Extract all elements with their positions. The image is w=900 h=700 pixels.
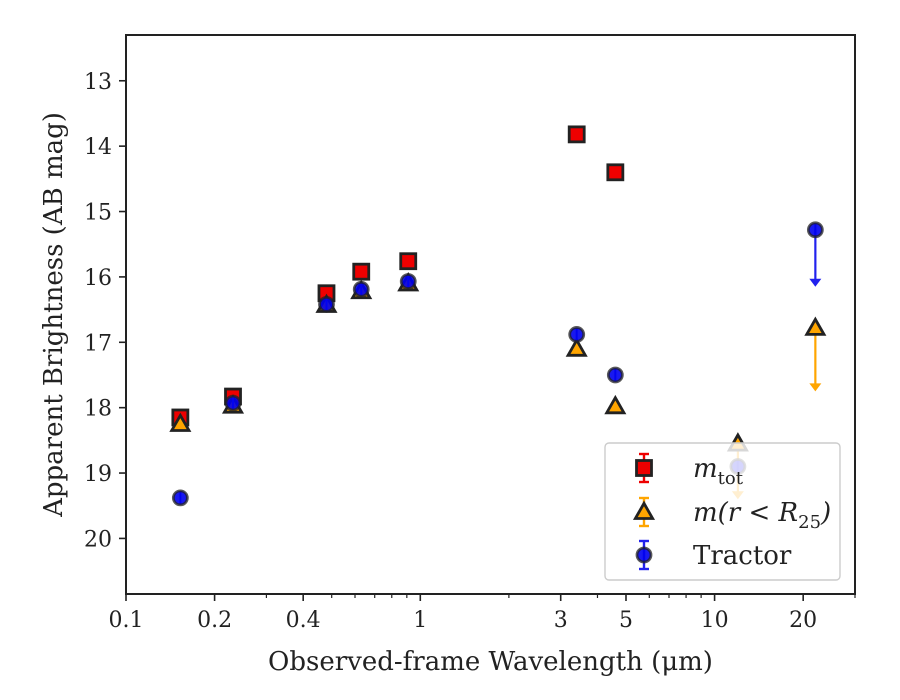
- y-tick-label: 18: [84, 397, 112, 422]
- legend-marker: [635, 546, 653, 564]
- data-point: [606, 366, 624, 384]
- y-tick-label: 14: [84, 135, 112, 160]
- data-point: [169, 412, 192, 432]
- series-m-tot: [171, 125, 625, 427]
- data-point: [604, 394, 627, 415]
- data-point: [568, 326, 586, 343]
- upper-limit-arrow-head: [809, 383, 822, 392]
- legend: mtot m(r < R25) Tractor: [604, 442, 841, 581]
- data-point: [224, 394, 242, 412]
- data-point: [606, 163, 625, 182]
- x-tick-label: 5: [619, 608, 633, 633]
- legend-marker: [632, 500, 656, 520]
- y-tick-label: 13: [84, 70, 112, 95]
- y-axis-title: Apparent Brightness (AB mag): [39, 112, 69, 518]
- x-axis-title: Observed-frame Wavelength (μm): [268, 647, 713, 677]
- legend-label: mtot: [693, 454, 744, 489]
- data-point: [399, 273, 417, 290]
- data-point: [806, 221, 824, 239]
- y-tick-label: 16: [84, 266, 112, 291]
- plot-frame: [125, 34, 856, 595]
- x-tick-label: 10: [701, 608, 729, 633]
- legend-label: Tractor: [693, 541, 792, 571]
- x-tick-label: 0.1: [109, 608, 144, 633]
- data-point: [352, 262, 371, 281]
- x-tick-label: 1: [413, 608, 427, 633]
- x-axis: 0.1 0.2 0.4 1 3 5 10 20: [109, 594, 856, 633]
- data-point: [399, 252, 418, 271]
- y-tick-label: 17: [84, 331, 112, 356]
- y-axis: 13 14 15 16 17 18 19 20: [84, 70, 126, 552]
- x-tick-label: 0.2: [197, 608, 232, 633]
- data-point: [318, 295, 335, 313]
- data-point: [565, 337, 588, 357]
- data-point: [804, 316, 827, 336]
- legend-box: [604, 442, 841, 581]
- legend-label: m(r < R25): [693, 498, 831, 533]
- series-tractor: [171, 221, 824, 507]
- data-point: [352, 280, 370, 298]
- y-tick-label: 15: [84, 201, 112, 226]
- data-point: [567, 125, 586, 144]
- x-tick-label: 20: [789, 608, 817, 633]
- y-tick-label: 20: [84, 527, 112, 552]
- data-point: [171, 489, 189, 507]
- x-tick-label: 3: [554, 608, 568, 633]
- y-tick-label: 19: [84, 462, 112, 487]
- upper-limit-arrow-head: [809, 278, 822, 287]
- x-tick-label: 0.4: [286, 608, 321, 633]
- legend-marker: [635, 459, 653, 477]
